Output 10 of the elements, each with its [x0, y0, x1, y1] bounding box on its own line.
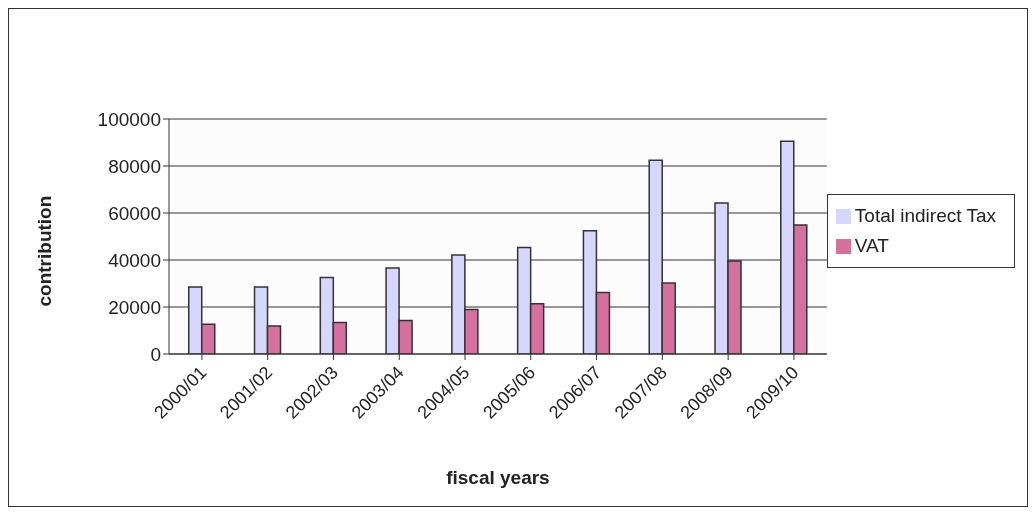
y-axis-title: contribution: [33, 195, 55, 307]
x-axis-title: fiscal years: [446, 467, 550, 488]
legend-label: Total indirect Tax: [854, 205, 996, 226]
y-tick-label: 60000: [108, 202, 161, 224]
legend-label: VAT: [854, 235, 889, 256]
y-tick-label: 80000: [108, 155, 161, 177]
y-tick-label: 20000: [108, 296, 161, 318]
y-tick-label: 0: [150, 343, 161, 365]
y-tick-label: 100000: [97, 108, 161, 130]
y-tick-label: 40000: [108, 249, 161, 271]
